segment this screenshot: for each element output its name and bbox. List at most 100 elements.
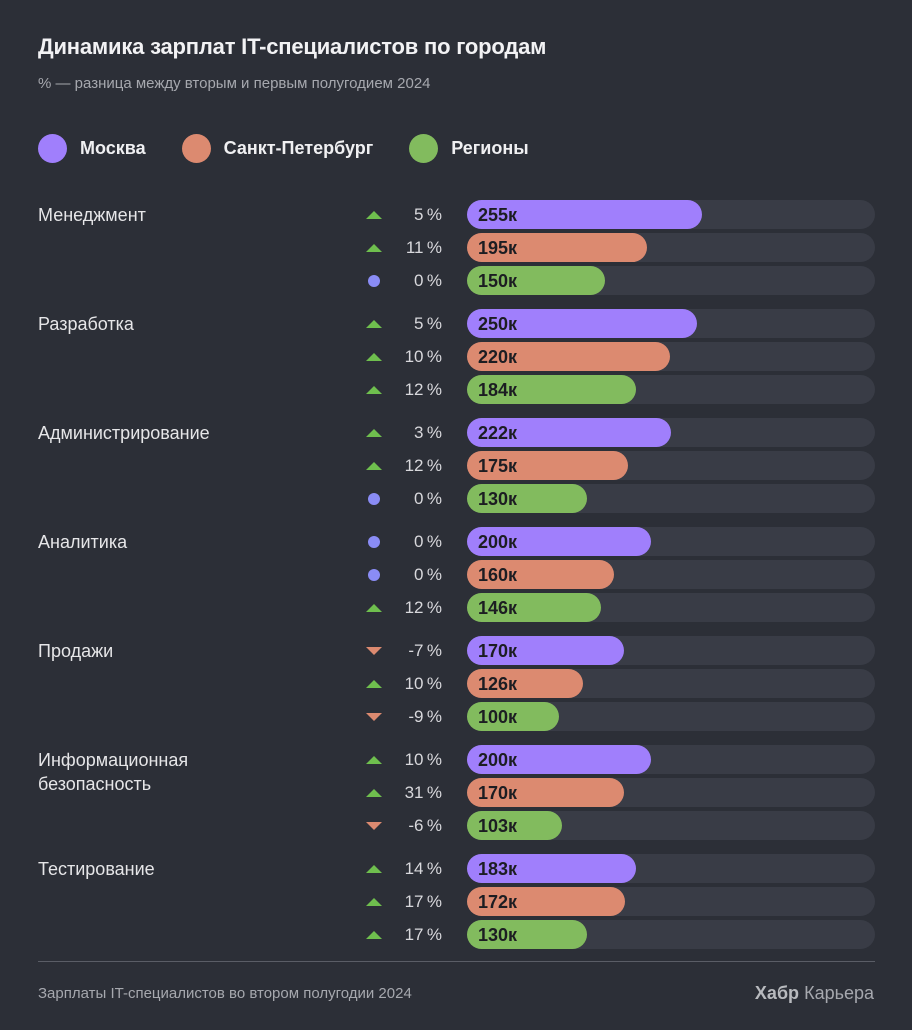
bar: 172к — [467, 887, 626, 916]
bar: 170к — [467, 778, 624, 807]
category-label: Аналитика — [38, 532, 128, 552]
change-percent: 12 % — [404, 598, 442, 617]
bar-row: 17 % 130к — [360, 920, 880, 949]
bar: 220к — [467, 342, 670, 371]
legend-swatch — [181, 134, 211, 163]
bar-value-label: 170к — [478, 783, 518, 803]
bar-row: -6 % 103к — [360, 811, 880, 840]
bar: 170к — [467, 636, 624, 665]
up-triangle-icon — [366, 677, 382, 691]
bar-row: 0 % 130к — [360, 484, 880, 513]
bar-track: 222к — [467, 418, 875, 447]
change-percent: 5 % — [414, 314, 442, 333]
bar: 183к — [467, 854, 636, 883]
bar-value-label: 170к — [478, 641, 518, 661]
bar: 200к — [467, 745, 652, 774]
bar-track: 146к — [467, 593, 875, 622]
bar-row: 31 % 170к — [360, 778, 880, 807]
change-percent: 17 % — [404, 925, 442, 944]
bar-track: 100к — [467, 702, 875, 731]
bar-value-label: 200к — [478, 532, 518, 552]
bar-track: 172к — [467, 887, 875, 916]
change-percent: 0 % — [414, 532, 442, 551]
bar: 195к — [467, 233, 647, 262]
bar: 200к — [467, 527, 652, 556]
bar: 150к — [467, 266, 606, 295]
bar-track: 126к — [467, 669, 875, 698]
bar-track: 183к — [467, 854, 875, 883]
bar-track: 200к — [467, 527, 875, 556]
footer-caption: Зарплаты IT-специалистов во втором полуг… — [38, 985, 412, 1002]
bar-track: 250к — [467, 309, 875, 338]
change-percent: 17 % — [404, 892, 442, 911]
bar: 222к — [467, 418, 672, 447]
legend-item-moscow: Москва — [38, 134, 146, 163]
up-triangle-icon — [366, 317, 382, 331]
legend-label: Санкт-Петербург — [223, 138, 374, 158]
change-percent: 10 % — [404, 347, 442, 366]
bar-track: 200к — [467, 745, 875, 774]
up-triangle-icon — [366, 753, 382, 767]
down-triangle-icon — [366, 710, 382, 724]
bar: 250к — [467, 309, 698, 338]
category-label: Администрирование — [38, 423, 210, 443]
bar-track: 170к — [467, 778, 875, 807]
bar-track: 170к — [467, 636, 875, 665]
bar-track: 160к — [467, 560, 875, 589]
brand-logo: Хабр Карьера — [755, 983, 874, 1004]
bar-row: 10 % 200к — [360, 745, 880, 774]
legend-label: Регионы — [451, 138, 529, 158]
change-percent: -9 % — [408, 707, 442, 726]
up-triangle-icon — [366, 601, 382, 615]
change-percent: 5 % — [414, 205, 442, 224]
bar-track: 175к — [467, 451, 875, 480]
bar-value-label: 130к — [478, 925, 518, 945]
chart-subtitle: % — разница между вторым и первым полуго… — [38, 75, 431, 92]
neutral-dot-icon — [366, 492, 382, 506]
bar: 160к — [467, 560, 615, 589]
bar: 184к — [467, 375, 637, 404]
bar-row: 12 % 175к — [360, 451, 880, 480]
bar-value-label: 130к — [478, 489, 518, 509]
up-triangle-icon — [366, 208, 382, 222]
neutral-dot-icon — [366, 568, 382, 582]
bar: 146к — [467, 593, 602, 622]
category-label: Разработка — [38, 314, 134, 334]
change-percent: 31 % — [404, 783, 442, 802]
bar-value-label: 160к — [478, 565, 518, 585]
change-percent: 12 % — [404, 380, 442, 399]
category-label: Тестирование — [38, 859, 155, 879]
down-triangle-icon — [366, 819, 382, 833]
bar-value-label: 146к — [478, 598, 518, 618]
up-triangle-icon — [366, 786, 382, 800]
bar-row: 17 % 172к — [360, 887, 880, 916]
category-label: Менеджмент — [38, 205, 146, 225]
legend-item-regions: Регионы — [409, 134, 529, 163]
bar-row: 11 % 195к — [360, 233, 880, 262]
bar: 126к — [467, 669, 584, 698]
bar: 130к — [467, 920, 587, 949]
bar-row: 10 % 126к — [360, 669, 880, 698]
change-percent: -7 % — [408, 641, 442, 660]
bar-row: 0 % 200к — [360, 527, 880, 556]
bar-row: 0 % 160к — [360, 560, 880, 589]
footer-divider — [38, 961, 875, 962]
up-triangle-icon — [366, 928, 382, 942]
bar-value-label: 175к — [478, 456, 518, 476]
bar-value-label: 255к — [478, 205, 518, 225]
bar-value-label: 172к — [478, 892, 518, 912]
change-percent: 10 % — [404, 674, 442, 693]
category-label: Информационная безопасность — [38, 750, 189, 794]
category-label: Продажи — [38, 641, 114, 661]
legend-swatch — [38, 134, 67, 163]
legend-label: Москва — [80, 138, 146, 158]
bar: 175к — [467, 451, 629, 480]
bar-row: 0 % 150к — [360, 266, 880, 295]
change-percent: 11 % — [405, 238, 442, 257]
bar-value-label: 183к — [478, 859, 518, 879]
bar-track: 103к — [467, 811, 875, 840]
bar-row: 10 % 220к — [360, 342, 880, 371]
legend-swatch — [409, 134, 439, 163]
bar: 255к — [467, 200, 702, 229]
change-percent: 3 % — [414, 423, 442, 442]
